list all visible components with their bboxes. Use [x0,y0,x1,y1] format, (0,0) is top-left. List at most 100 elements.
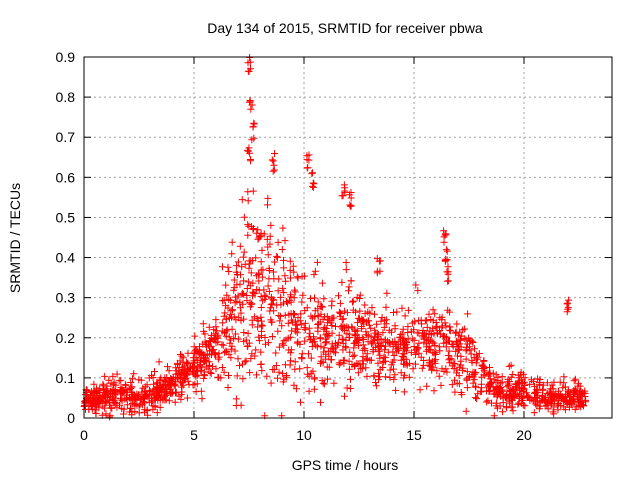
data-point [184,370,192,378]
data-point [381,346,389,354]
data-point [291,310,298,318]
data-point [285,346,293,354]
data-point [400,388,408,396]
data-point [330,348,338,356]
data-point [218,364,226,371]
data-point [570,391,578,399]
data-point [471,345,478,353]
data-point [291,358,299,366]
x-tick-label: 5 [190,427,198,443]
data-point [316,334,324,342]
data-point [339,192,347,200]
data-point [236,280,244,288]
data-point [200,368,208,376]
data-point [137,376,145,384]
data-point [250,225,257,232]
data-point [244,146,251,154]
data-point [84,398,92,406]
data-point [328,356,335,364]
data-point [376,347,383,355]
data-point [364,332,372,340]
data-point [240,248,248,256]
data-point [536,397,544,405]
data-point [507,361,515,369]
data-point [237,309,245,317]
data-point [324,375,331,383]
data-point [279,224,287,232]
data-point [281,237,289,245]
data-point [339,346,347,354]
data-point [337,323,345,331]
data-point [483,387,490,395]
data-point [281,311,289,319]
data-point [179,354,187,362]
data-point [275,368,283,376]
data-point [349,353,357,360]
data-point [308,314,316,322]
data-point [88,405,96,413]
data-point [318,279,326,287]
data-point [197,387,205,395]
data-point [399,325,407,333]
data-point [127,379,135,386]
data-point [467,350,475,358]
data-point [304,370,312,378]
data-point [421,317,429,325]
data-point [258,273,266,281]
data-point [443,247,451,255]
data-point [293,273,301,281]
data-point [544,399,552,407]
data-point [514,400,522,408]
data-point [283,372,291,379]
data-point [349,297,357,305]
data-point [162,382,169,390]
data-point [183,371,191,379]
data-point [229,306,236,314]
data-point [444,263,452,271]
data-point [409,365,417,373]
data-point [553,401,561,409]
data-point [301,319,309,327]
data-point [243,292,251,299]
data-point [539,385,547,393]
data-point [345,287,352,295]
y-tick-label: 0.5 [56,209,76,225]
data-point [536,381,544,389]
data-point [440,227,448,235]
data-point [254,226,262,234]
data-point [161,393,168,401]
data-point [181,376,188,384]
data-point [477,388,485,396]
data-point [478,373,486,381]
data-point [470,354,478,362]
data-point [560,373,568,381]
x-tick-label: 15 [406,427,422,443]
data-point [494,373,502,381]
data-point [280,337,288,345]
data-point [156,403,164,411]
data-point [441,257,449,264]
grid-lines [84,57,612,418]
data-point [243,285,251,292]
data-point [366,309,374,317]
data-point [290,294,298,302]
data-point [102,410,110,418]
data-point [272,349,280,357]
data-point [299,291,307,299]
data-point [351,361,359,369]
data-point [278,322,286,330]
data-point [279,370,287,378]
data-point [396,333,404,341]
data-point [301,326,309,334]
data-point [258,246,266,254]
data-point [426,327,434,335]
data-point [455,372,463,380]
data-point [232,402,240,409]
data-point [244,342,252,350]
data-point [433,329,441,337]
data-point [247,65,254,73]
data-point [425,342,433,350]
data-point [276,317,284,325]
data-point [305,151,313,159]
data-point [422,343,430,351]
